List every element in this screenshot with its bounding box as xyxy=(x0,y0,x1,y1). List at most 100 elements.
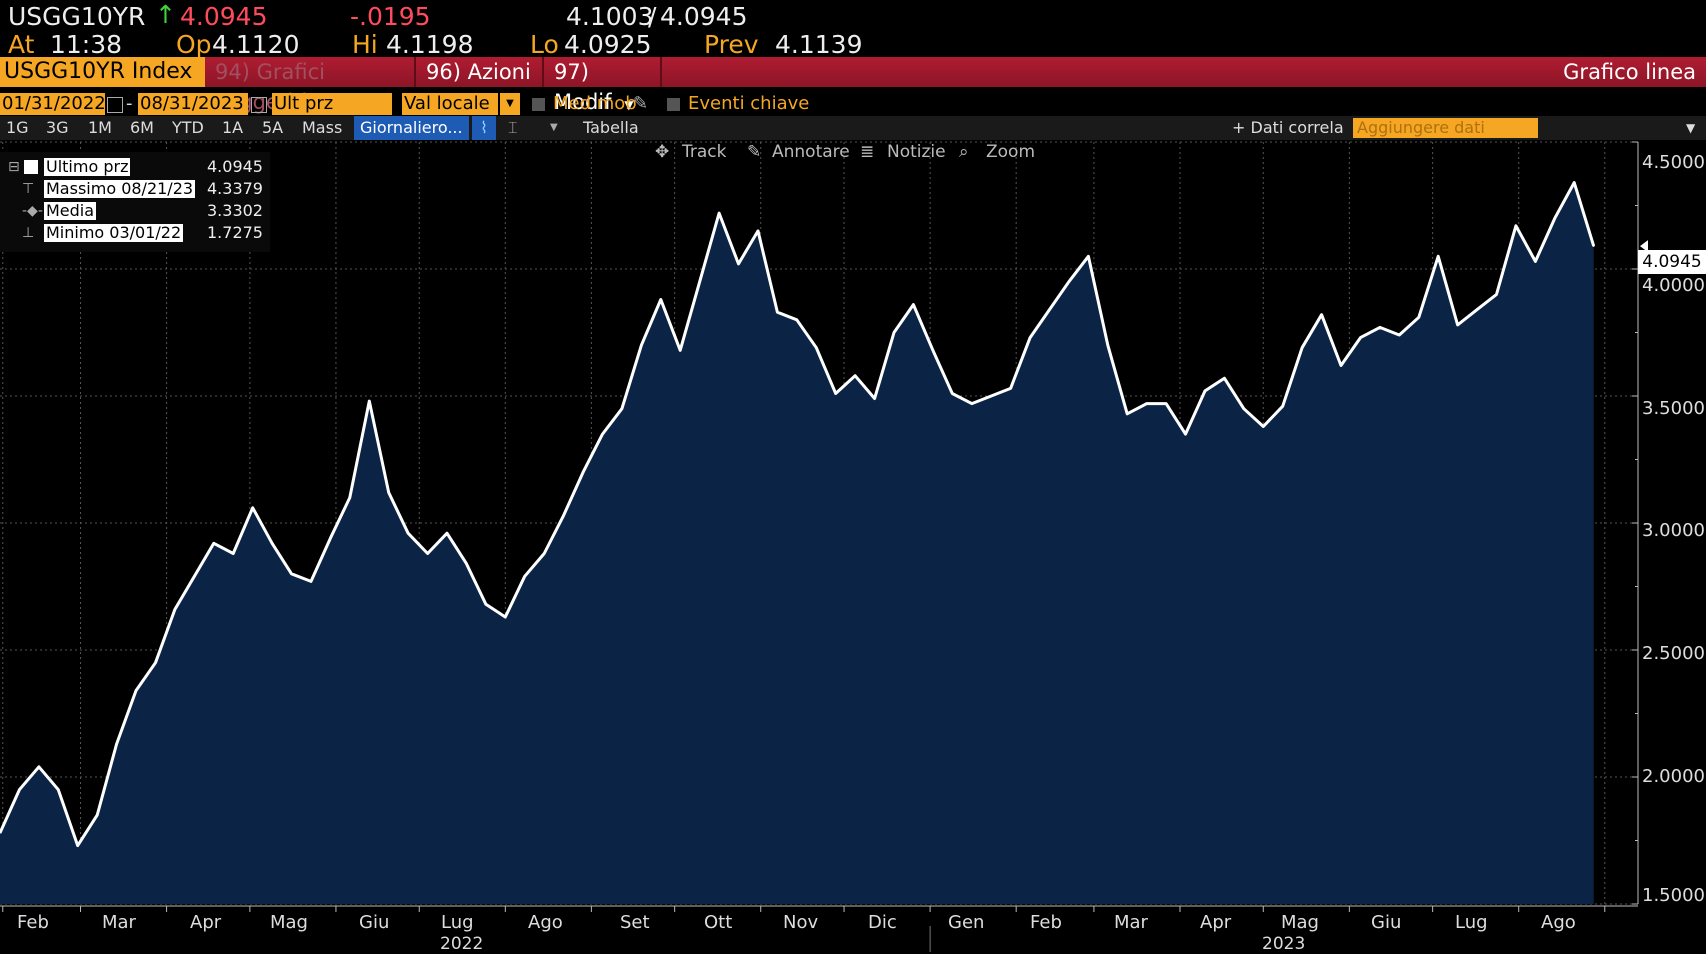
menu-divider xyxy=(414,57,416,87)
bar-chart-icon[interactable]: ⌶ xyxy=(508,118,518,137)
data-point xyxy=(1281,405,1284,408)
y-tick-label: 3.0000 xyxy=(1642,520,1705,541)
range-6m[interactable]: 6M xyxy=(130,118,154,137)
data-point xyxy=(1243,407,1245,410)
data-point xyxy=(660,298,662,301)
legend-label: Ultimo prz xyxy=(44,157,131,176)
range-max[interactable]: Mass xyxy=(302,118,343,137)
y-tick-label: 2.5000 xyxy=(1642,643,1705,664)
data-point xyxy=(0,832,1,834)
data-point xyxy=(504,616,507,618)
range-3g[interactable]: 3G xyxy=(46,118,69,137)
range-1a[interactable]: 1A xyxy=(222,118,244,137)
modify-label: 97) Modif xyxy=(554,60,612,114)
calendar-icon[interactable] xyxy=(251,97,267,113)
x-tick-label: Giu xyxy=(359,912,390,933)
end-date-field[interactable]: 08/31/2023 xyxy=(138,93,248,115)
legend-item[interactable]: -◆- Media 3.3302 xyxy=(0,200,270,222)
data-point xyxy=(640,344,643,347)
x-tick-label: Mar xyxy=(1114,912,1148,933)
data-point xyxy=(1223,377,1226,380)
chart-type-label[interactable]: Grafico linea xyxy=(1563,60,1696,84)
low-label: Lo xyxy=(530,30,559,59)
annotate-icon[interactable]: ✎ xyxy=(747,142,762,162)
annotate-button[interactable]: Annotare xyxy=(772,142,850,162)
news-button[interactable]: Notizie xyxy=(887,142,946,162)
legend-item[interactable]: ⊥ Minimo 03/01/22 1.7275 xyxy=(0,222,270,244)
ask-price: 4.0945 xyxy=(660,2,748,31)
range-ytd[interactable]: YTD xyxy=(172,118,204,137)
add-data-input[interactable]: Aggiungere dati xyxy=(1353,118,1538,138)
data-point xyxy=(1087,255,1090,258)
track-button[interactable]: Track xyxy=(682,142,727,162)
data-point xyxy=(232,552,234,555)
start-date-field[interactable]: 01/31/2022 xyxy=(0,93,106,115)
legend-item[interactable]: ⊟ Ultimo prz 4.0945 xyxy=(0,156,270,178)
legend-value: 4.0945 xyxy=(207,157,263,176)
field-selector[interactable]: Ult prz xyxy=(272,93,392,115)
data-point xyxy=(854,374,856,377)
data-point xyxy=(757,230,759,232)
table-button[interactable]: Tabella xyxy=(583,118,639,137)
bid-price: 4.1003 xyxy=(566,2,654,31)
key-events-checkbox[interactable] xyxy=(667,98,680,111)
legend-value: 4.3379 xyxy=(207,179,263,198)
data-point xyxy=(407,532,409,534)
x-tick-label: Ago xyxy=(1541,912,1576,933)
low-marker-icon: ⊥ xyxy=(22,225,35,241)
prev-label: Prev xyxy=(704,30,759,59)
modify-menu-button[interactable]: 97) Modif ▼ xyxy=(546,57,658,114)
currency-selector[interactable]: Val locale xyxy=(402,93,498,115)
zoom-icon[interactable]: ⌕ xyxy=(959,142,969,162)
ticker-symbol: USGG10YR xyxy=(8,2,146,31)
last-value-pointer xyxy=(1640,240,1648,253)
data-point xyxy=(776,311,779,314)
data-point xyxy=(951,392,954,395)
x-tick-label: Gen xyxy=(948,912,985,933)
moving-avg-checkbox[interactable] xyxy=(532,98,545,111)
data-point xyxy=(834,392,837,395)
data-point xyxy=(737,263,740,265)
range-1g[interactable]: 1G xyxy=(6,118,29,137)
chevron-down-icon[interactable]: ▼ xyxy=(1686,121,1696,135)
pencil-icon[interactable]: ✎ xyxy=(633,93,649,114)
x-tick-label: Mag xyxy=(1281,912,1319,933)
data-point xyxy=(18,788,21,791)
track-icon[interactable]: ✥ xyxy=(655,142,670,162)
key-events-label: Eventi chiave xyxy=(688,93,810,114)
zoom-button[interactable]: Zoom xyxy=(986,142,1036,162)
data-point xyxy=(38,766,40,768)
at-label: At xyxy=(8,30,35,59)
calendar-icon[interactable] xyxy=(107,97,123,113)
prev-value: 4.1139 xyxy=(775,30,863,59)
data-point xyxy=(1301,346,1303,349)
security-field[interactable]: USGG10YR Index xyxy=(0,57,205,87)
moving-avg-label: Med mob xyxy=(553,93,637,114)
data-point xyxy=(1573,181,1575,184)
chart-legend: ⊟ Ultimo prz 4.0945 ⊤ Massimo 08/21/23 4… xyxy=(0,152,270,252)
frequency-selector[interactable]: Giornaliero... xyxy=(354,116,469,140)
chevron-down-icon[interactable]: ▼ xyxy=(500,93,520,115)
data-point xyxy=(971,402,973,405)
data-point xyxy=(1145,402,1148,405)
related-data-button[interactable]: + Dati correla xyxy=(1232,118,1344,137)
x-tick-label: Feb xyxy=(1030,912,1062,933)
x-tick-label: Mag xyxy=(270,912,308,933)
data-point xyxy=(115,743,118,745)
data-point xyxy=(1515,225,1517,227)
range-5a[interactable]: 5A xyxy=(262,118,284,137)
x-tick-label: Apr xyxy=(190,912,222,933)
collapse-icon[interactable]: ⊟ xyxy=(8,159,20,175)
data-point xyxy=(1437,255,1439,258)
x-tick-label: Set xyxy=(620,912,650,933)
actions-label: 96) Azioni xyxy=(426,60,531,84)
chevron-down-icon[interactable]: ▼ xyxy=(550,122,558,133)
news-icon[interactable]: ≣ xyxy=(860,142,875,162)
range-1m[interactable]: 1M xyxy=(88,118,112,137)
legend-item[interactable]: ⊤ Massimo 08/21/23 4.3379 xyxy=(0,178,270,200)
legend-label: Minimo 03/01/22 xyxy=(44,223,184,242)
date-range-dash: - xyxy=(126,93,133,114)
line-chart-icon[interactable]: ⌇ xyxy=(472,116,496,140)
data-point xyxy=(912,303,915,306)
